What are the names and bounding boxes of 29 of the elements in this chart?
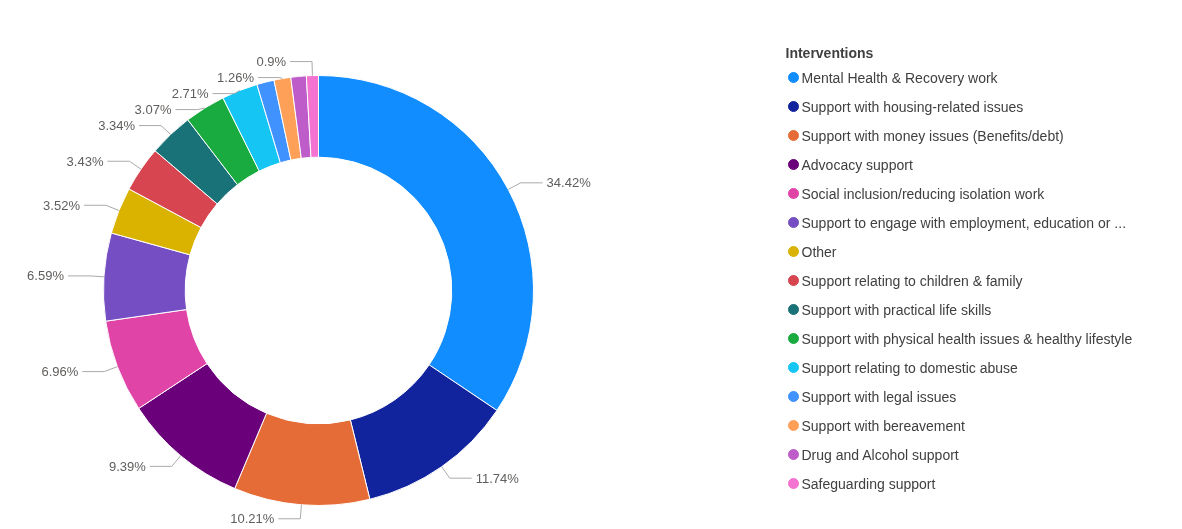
legend-label: Mental Health & Recovery work (801, 69, 999, 86)
legend-label: Support with practical life skills (801, 301, 992, 318)
legend-label: Drug and Alcohol support (801, 446, 959, 463)
legend-label: Support with legal issues (801, 388, 957, 405)
legend-label: Safeguarding support (801, 475, 936, 492)
data-label: 3.43% (66, 153, 104, 169)
legend-label: Other (801, 243, 837, 260)
data-label: 6.96% (41, 364, 79, 380)
legend-label: Support to engage with employment, education or ... (801, 214, 1127, 231)
data-label: 6.59% (27, 268, 65, 284)
data-label: 10.21% (230, 511, 275, 527)
data-label: 0.9% (256, 54, 287, 70)
legend-label: Support relating to domestic abuse (801, 359, 1019, 376)
legend-label: Support with housing-related issues (801, 98, 1024, 115)
legend-label: Support relating to children & family (801, 272, 1023, 289)
data-label: 9.39% (108, 458, 147, 474)
data-label: 1.26% (217, 70, 255, 86)
legend-label: Advocacy support (801, 156, 913, 173)
legend-label: Support with money issues (Benefits/debt) (801, 127, 1064, 144)
data-label: 34.42% (546, 175, 592, 191)
legend-label: Social inclusion/reducing isolation work (801, 185, 1046, 202)
legend-label: Support with bereavement (801, 417, 966, 434)
data-label: 11.74% (475, 470, 520, 486)
legend-label: Support with physical health issues & healthy lifestyle (801, 330, 1133, 347)
data-label: 3.07% (134, 102, 172, 118)
data-label: 3.34% (98, 118, 136, 134)
data-label: 3.52% (43, 197, 81, 213)
data-label: 2.71% (171, 86, 209, 102)
legend-title: Interventions (785, 44, 874, 61)
